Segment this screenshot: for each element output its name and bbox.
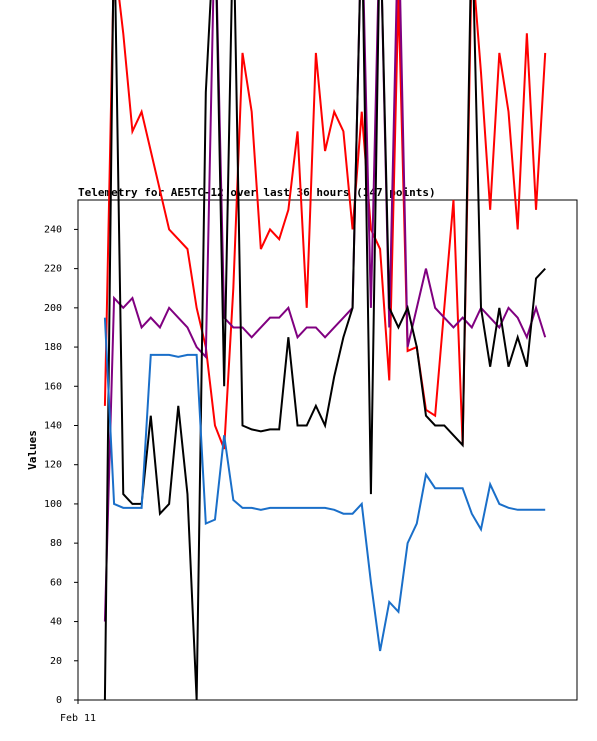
y-tick-label: 180 [44,342,62,353]
y-tick-label: 160 [44,381,62,392]
y-tick-label: 0 [56,695,62,706]
series-line [103,317,546,652]
y-tick-label: 140 [44,420,62,431]
y-axis-label: Values [26,430,39,470]
y-tick-label: 20 [50,656,62,667]
plot-frame [77,199,578,701]
x-tick-label: Feb 11 [60,713,96,724]
y-tick-label: 80 [50,538,62,549]
series-line [103,0,546,701]
y-tick-label: 40 [50,617,62,628]
series-line [103,0,547,450]
y-tick-label: 60 [50,577,62,588]
y-tick-label: 120 [44,460,62,471]
y-tick-label: 240 [44,224,62,235]
series-line [103,0,547,622]
y-tick-label: 200 [44,303,62,314]
y-tick-label: 100 [44,499,62,510]
y-tick-label: 220 [44,264,62,275]
